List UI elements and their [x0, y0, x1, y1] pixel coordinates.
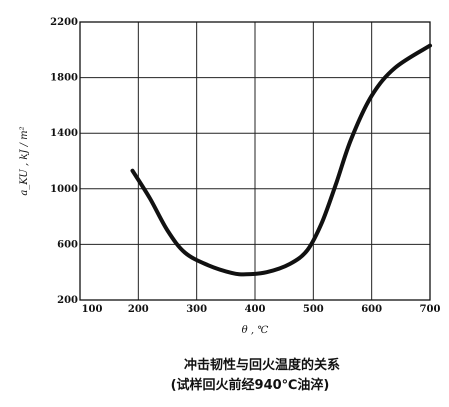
chart-title: 冲击韧性与回火温度的关系: [184, 357, 340, 373]
y-tick-label: 1800: [50, 73, 78, 84]
y-tick-label: 200: [57, 295, 78, 306]
y-tick-label: 1400: [50, 128, 78, 139]
y-tick-label: 2200: [50, 17, 78, 28]
x-tick-label: 300: [186, 304, 207, 315]
y-tick-label: 1000: [50, 184, 78, 195]
grid: [80, 22, 430, 300]
x-tick-label: 400: [245, 304, 266, 315]
x-tick-label: 500: [303, 304, 324, 315]
x-tick-labels: 100 200 300 400 500 600 700: [82, 304, 441, 315]
x-tick-label: 200: [128, 304, 149, 315]
x-tick-label: 100: [82, 304, 103, 315]
chart-subtitle: (试样回火前经940℃油淬): [171, 377, 330, 393]
y-tick-label: 600: [57, 239, 78, 250]
series-line: [130, 43, 432, 277]
y-tick-labels: 200 600 1000 1400 1800 2200: [50, 17, 78, 306]
x-tick-label: 700: [420, 304, 441, 315]
x-axis-label: θ , ℃: [242, 325, 269, 336]
x-tick-label: 600: [361, 304, 382, 315]
plot-frame: [79, 21, 431, 301]
y-axis-label: a_KU , kJ / m²: [19, 126, 30, 195]
